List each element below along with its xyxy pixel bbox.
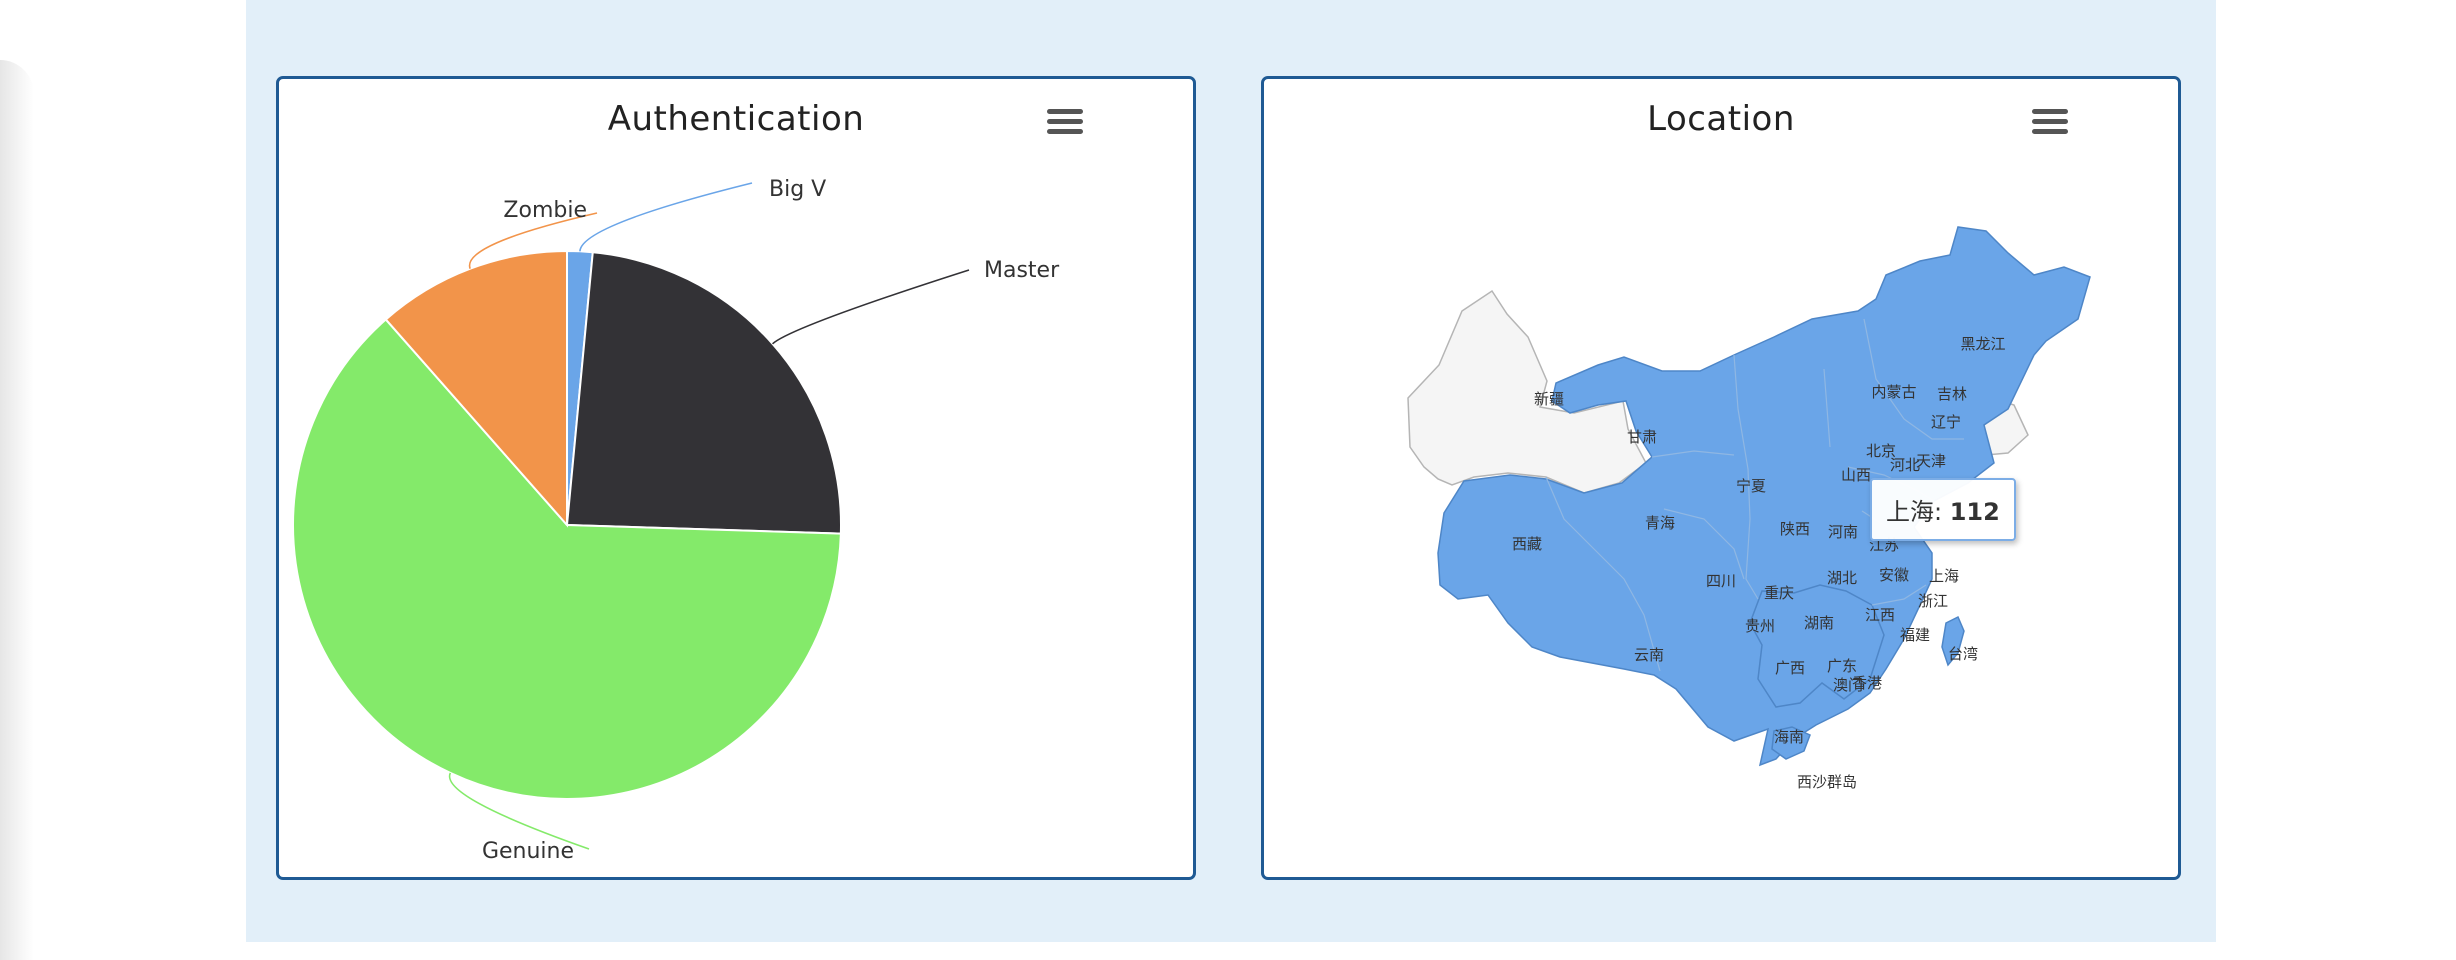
map-label-province: 福建 xyxy=(1900,626,1930,644)
map-label-province: 湖南 xyxy=(1804,614,1834,632)
pie-label-genuine: Genuine xyxy=(482,839,574,864)
tooltip-region-name: 上海 xyxy=(1886,498,1934,526)
map-label-province: 安徽 xyxy=(1879,566,1909,584)
map-label-province: 云南 xyxy=(1634,646,1664,664)
pie-slice-zombie[interactable] xyxy=(384,249,568,528)
map-label-province: 广西 xyxy=(1775,659,1805,677)
map-label-province: 香港 xyxy=(1852,674,1882,692)
pie-label-zombie: Zombie xyxy=(503,198,587,223)
pie-connector-big-v xyxy=(579,182,753,252)
pie-label-master: Master xyxy=(984,258,1060,283)
map-label-province: 河北 xyxy=(1890,456,1920,474)
map-tooltip: 上海: 112 xyxy=(1870,478,2016,541)
map-label-province: 内蒙古 xyxy=(1871,383,1916,401)
authentication-title: Authentication xyxy=(607,99,865,139)
map-label-province: 河南 xyxy=(1828,523,1858,541)
authentication-pie-chart: Big V Master Genuine Zombie xyxy=(292,177,1060,864)
pie-slice-genuine[interactable] xyxy=(292,318,842,800)
page-edge-shadow xyxy=(0,60,34,960)
hamburger-menu-icon[interactable] xyxy=(2032,109,2068,139)
map-region-hainan[interactable] xyxy=(1771,726,1811,760)
map-label-province: 新疆 xyxy=(1534,390,1564,408)
map-label-province: 海南 xyxy=(1774,728,1804,746)
tooltip-value: 112 xyxy=(1949,498,2000,526)
location-panel: Location 黑龙江吉林辽宁 内蒙古 新疆甘肃宁夏 北京 河北 天津山西青海 陕西 河南江… xyxy=(1261,76,2181,880)
map-region-highlighted-main[interactable] xyxy=(1437,226,2091,767)
map-region-west-plain[interactable] xyxy=(1407,289,1647,494)
map-label-province: 黑龙江 xyxy=(1960,335,2005,353)
hamburger-menu-icon[interactable] xyxy=(1047,109,1083,139)
map-label-province: 贵州 xyxy=(1745,617,1775,635)
map-label-province: 湖北 xyxy=(1827,569,1857,587)
map-region-taiwan[interactable] xyxy=(1941,615,1965,667)
map-label-province: 广东 xyxy=(1827,657,1857,675)
map-label-province: 甘肃 xyxy=(1627,428,1657,446)
pie-slice-master[interactable] xyxy=(565,251,842,535)
map-label-province: 浙江 xyxy=(1918,592,1948,610)
map-label-province: 台湾 xyxy=(1948,645,1978,663)
map-label-province: 四川 xyxy=(1706,572,1736,590)
map-label-province: 宁夏 xyxy=(1736,477,1766,495)
pie-connector-genuine xyxy=(448,772,590,850)
map-label-province: 山西 xyxy=(1841,466,1871,484)
authentication-panel: Authentication Big V Master Genuine Zombie xyxy=(276,76,1196,880)
pie-connector-zombie xyxy=(468,212,598,269)
map-label-province: 陕西 xyxy=(1780,520,1810,538)
map-label-province: 辽宁 xyxy=(1931,413,1961,431)
map-label-province: 西沙群岛 xyxy=(1797,773,1857,791)
map-label-province: 重庆 xyxy=(1764,584,1794,602)
location-title: Location xyxy=(1647,99,1795,139)
map-label-province: 西藏 xyxy=(1512,535,1542,553)
map-label-province: 上海 xyxy=(1929,567,1959,585)
pie-label-big-v: Big V xyxy=(769,177,826,202)
map-label-province: 江西 xyxy=(1865,606,1895,624)
map-label-province: 澳门 xyxy=(1833,676,1863,694)
map-province-borders xyxy=(1545,318,1964,672)
map-label-province: 天津 xyxy=(1916,452,1946,470)
map-label-province: 吉林 xyxy=(1937,385,1967,403)
pie-connector-master xyxy=(772,269,970,345)
map-label-province: 青海 xyxy=(1645,514,1675,532)
map-label-province: 北京 xyxy=(1866,442,1896,460)
